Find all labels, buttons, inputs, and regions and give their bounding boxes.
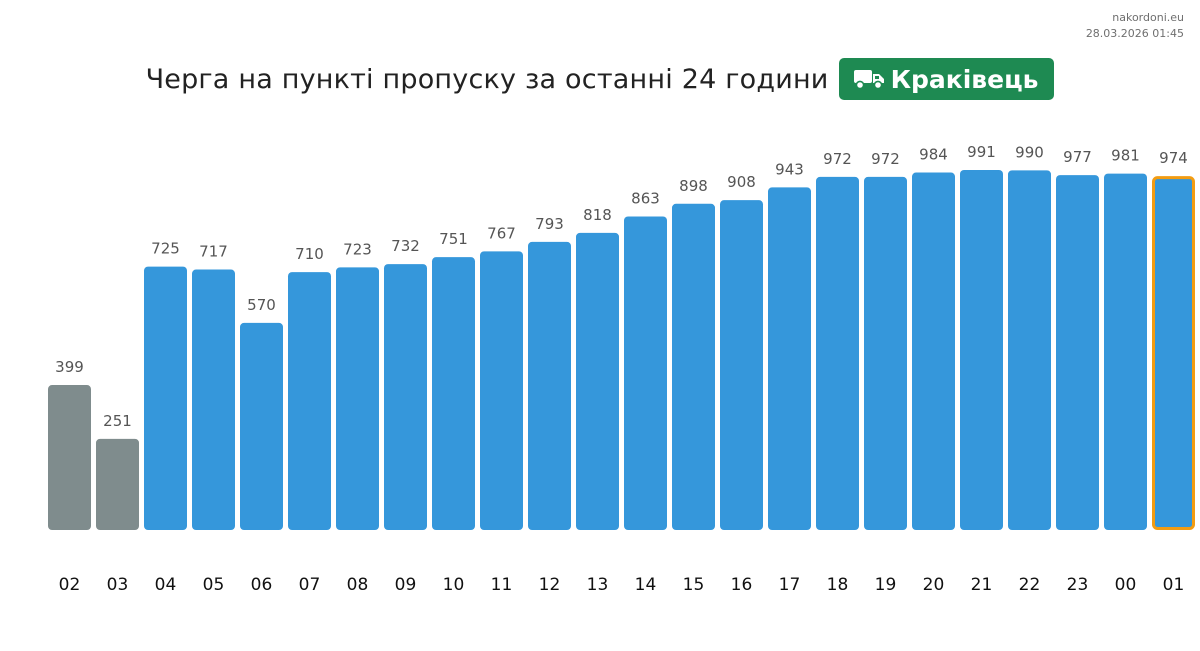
bar-14 bbox=[624, 216, 667, 531]
x-tick-21: 21 bbox=[971, 575, 993, 595]
value-label-20: 984 bbox=[919, 146, 948, 164]
value-label-10: 751 bbox=[439, 230, 468, 248]
bar-19 bbox=[864, 176, 907, 531]
x-tick-10: 10 bbox=[443, 575, 465, 595]
x-tick-05: 05 bbox=[203, 575, 225, 595]
bar-20 bbox=[912, 172, 955, 530]
value-label-03: 251 bbox=[103, 412, 132, 430]
value-label-06: 570 bbox=[247, 296, 276, 314]
header: Черга на пункті пропуску за останні 24 г… bbox=[0, 58, 1200, 100]
x-tick-12: 12 bbox=[539, 575, 561, 595]
bar-18 bbox=[816, 176, 859, 531]
bar-01 bbox=[1152, 176, 1195, 531]
value-label-17: 943 bbox=[775, 160, 804, 178]
value-label-01: 974 bbox=[1159, 149, 1188, 167]
x-tick-20: 20 bbox=[923, 575, 945, 595]
value-label-16: 908 bbox=[727, 173, 756, 191]
value-label-11: 767 bbox=[487, 224, 516, 242]
bar-03 bbox=[96, 438, 139, 530]
value-label-00: 981 bbox=[1111, 147, 1140, 165]
page-title: Черга на пункті пропуску за останні 24 г… bbox=[145, 63, 829, 95]
bar-05 bbox=[192, 269, 235, 530]
bar-13 bbox=[576, 232, 619, 530]
value-label-12: 793 bbox=[535, 215, 564, 233]
x-tick-14: 14 bbox=[635, 575, 657, 595]
x-tick-23: 23 bbox=[1067, 575, 1089, 595]
bar-23 bbox=[1056, 175, 1099, 531]
bar-06 bbox=[240, 322, 283, 530]
truck-icon bbox=[853, 70, 884, 90]
value-label-22: 990 bbox=[1015, 143, 1044, 161]
bar-12 bbox=[528, 241, 571, 530]
value-label-15: 898 bbox=[679, 177, 708, 195]
bar-00 bbox=[1104, 173, 1147, 530]
value-label-08: 723 bbox=[343, 240, 372, 258]
bar-21 bbox=[960, 170, 1003, 530]
value-label-14: 863 bbox=[631, 189, 660, 207]
x-tick-15: 15 bbox=[683, 575, 705, 595]
bar-16 bbox=[720, 200, 763, 530]
bar-11 bbox=[480, 251, 523, 530]
value-label-09: 732 bbox=[391, 237, 420, 255]
x-tick-09: 09 bbox=[395, 575, 417, 595]
bar-22 bbox=[1008, 170, 1051, 530]
x-tick-02: 02 bbox=[59, 575, 81, 595]
value-label-18: 972 bbox=[823, 150, 852, 168]
checkpoint-name: Краківець bbox=[890, 64, 1039, 94]
bar-08 bbox=[336, 267, 379, 530]
x-tick-16: 16 bbox=[731, 575, 753, 595]
x-tick-13: 13 bbox=[587, 575, 609, 595]
x-tick-17: 17 bbox=[779, 575, 801, 595]
x-tick-22: 22 bbox=[1019, 575, 1041, 595]
bar-15 bbox=[672, 203, 715, 530]
timestamp: 28.03.2026 01:45 bbox=[1085, 27, 1184, 40]
value-label-19: 972 bbox=[871, 150, 900, 168]
bar-10 bbox=[432, 257, 475, 530]
value-label-23: 977 bbox=[1063, 148, 1092, 166]
value-label-05: 717 bbox=[199, 243, 228, 261]
x-tick-18: 18 bbox=[827, 575, 849, 595]
checkpoint-badge: Краківець bbox=[838, 58, 1055, 100]
bar-17 bbox=[768, 187, 811, 530]
x-tick-03: 03 bbox=[107, 575, 129, 595]
value-label-07: 710 bbox=[295, 245, 324, 263]
x-tick-01: 01 bbox=[1163, 575, 1185, 595]
bar-09 bbox=[384, 264, 427, 530]
site-name: nakordoni.eu bbox=[1112, 11, 1184, 24]
value-label-04: 725 bbox=[151, 240, 180, 258]
x-tick-07: 07 bbox=[299, 575, 321, 595]
x-tick-00: 00 bbox=[1115, 575, 1137, 595]
value-label-13: 818 bbox=[583, 206, 612, 224]
x-tick-08: 08 bbox=[347, 575, 369, 595]
value-label-21: 991 bbox=[967, 143, 996, 161]
x-tick-06: 06 bbox=[251, 575, 273, 595]
x-tick-11: 11 bbox=[491, 575, 513, 595]
bar-02 bbox=[48, 385, 91, 530]
bar-04 bbox=[144, 266, 187, 530]
bar-07 bbox=[288, 272, 331, 530]
source-meta: nakordoni.eu 28.03.2026 01:45 bbox=[1086, 10, 1184, 42]
x-tick-04: 04 bbox=[155, 575, 177, 595]
x-tick-19: 19 bbox=[875, 575, 897, 595]
value-label-02: 399 bbox=[55, 358, 84, 376]
